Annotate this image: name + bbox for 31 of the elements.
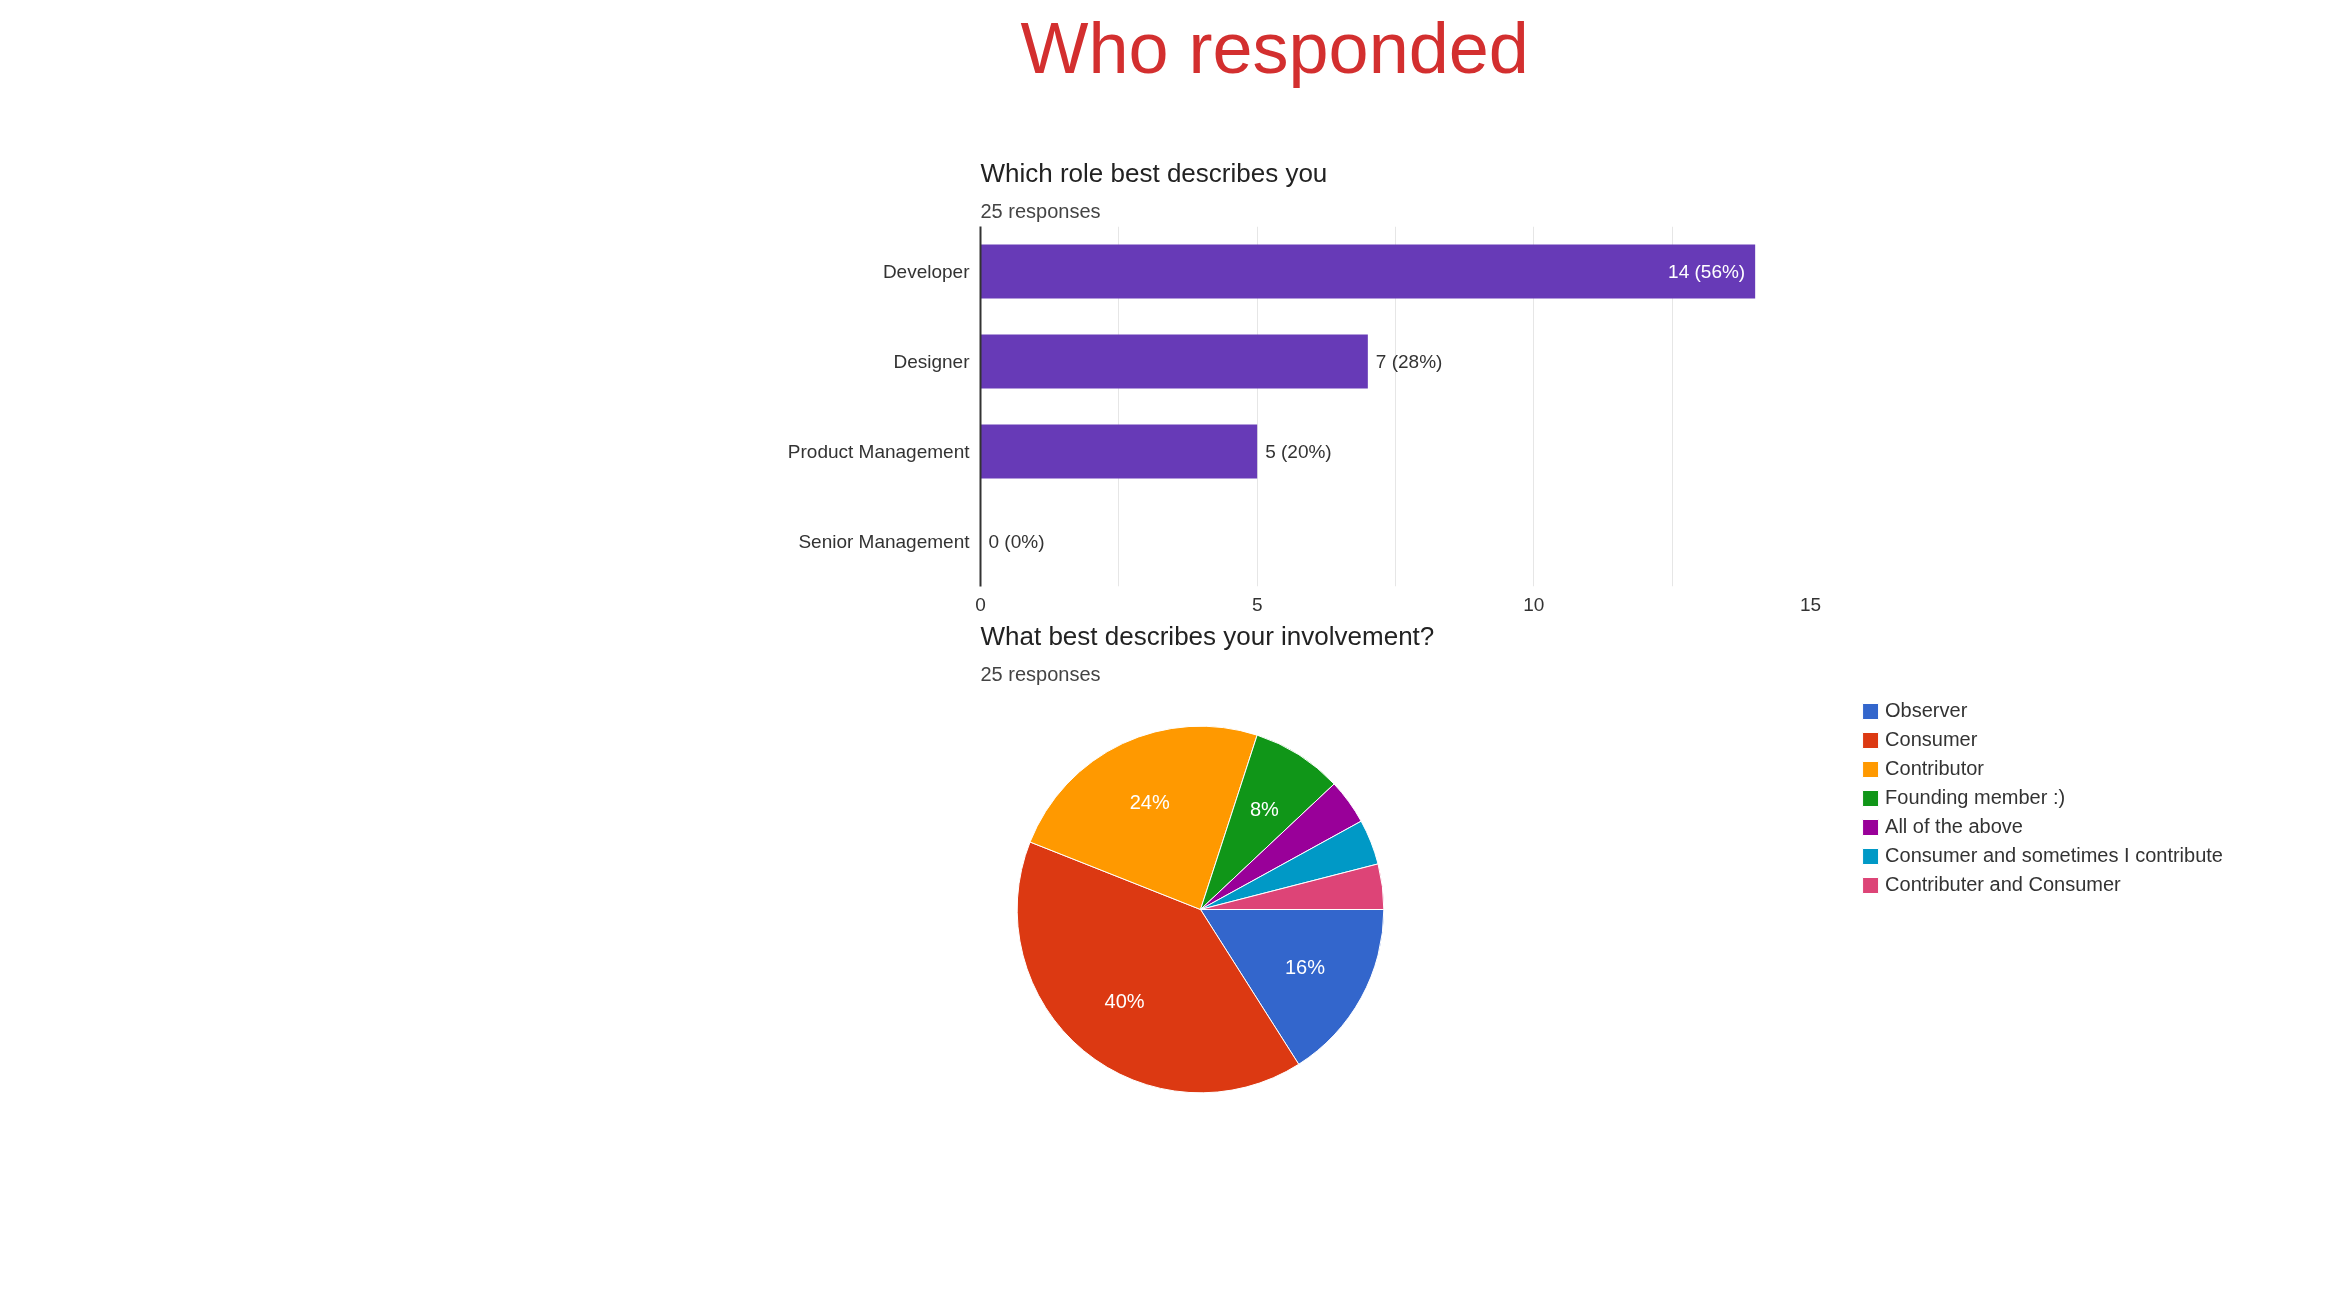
chart-title: Which role best describes you <box>980 157 1328 188</box>
x-tick-label: 0 <box>975 593 986 615</box>
chart-title: What best describes your involvement? <box>980 620 1435 651</box>
bar <box>980 424 1258 479</box>
legend-label: Consumer and sometimes I contribute <box>1885 844 2223 867</box>
legend-label: Consumer <box>1885 728 1978 751</box>
x-tick-label: 5 <box>1251 593 1263 615</box>
y-tick-label: Product Management <box>787 441 971 462</box>
bar <box>980 334 1368 389</box>
data-label: 8% <box>1249 797 1280 820</box>
y-tick-label: Developer <box>882 261 971 282</box>
legend-label: Founding member :) <box>1885 786 2066 809</box>
data-label: 24% <box>1129 790 1170 813</box>
chart-subtitle: 25 responses <box>980 662 1101 685</box>
data-label: 0 (0%) <box>988 531 1045 552</box>
data-label: 7 (28%) <box>1375 351 1443 372</box>
bar <box>980 244 1756 299</box>
y-tick-label: Designer <box>893 351 971 372</box>
legend-label: Contributor <box>1885 757 1984 780</box>
data-label: 40% <box>1104 990 1145 1013</box>
chart-subtitle: 25 responses <box>980 199 1101 222</box>
legend-label: Contributer and Consumer <box>1885 873 2121 896</box>
data-label: 16% <box>1284 955 1326 978</box>
legend-label: Observer <box>1885 699 1968 722</box>
data-label: 14 (56%) <box>1668 261 1746 282</box>
y-tick-label: Senior Management <box>798 531 971 552</box>
data-label: 5 (20%) <box>1265 441 1332 462</box>
text: Who responded <box>1020 7 1529 88</box>
legend-label: All of the above <box>1885 815 2023 838</box>
x-tick-label: 15 <box>1799 593 1822 615</box>
x-tick-label: 10 <box>1523 593 1545 615</box>
